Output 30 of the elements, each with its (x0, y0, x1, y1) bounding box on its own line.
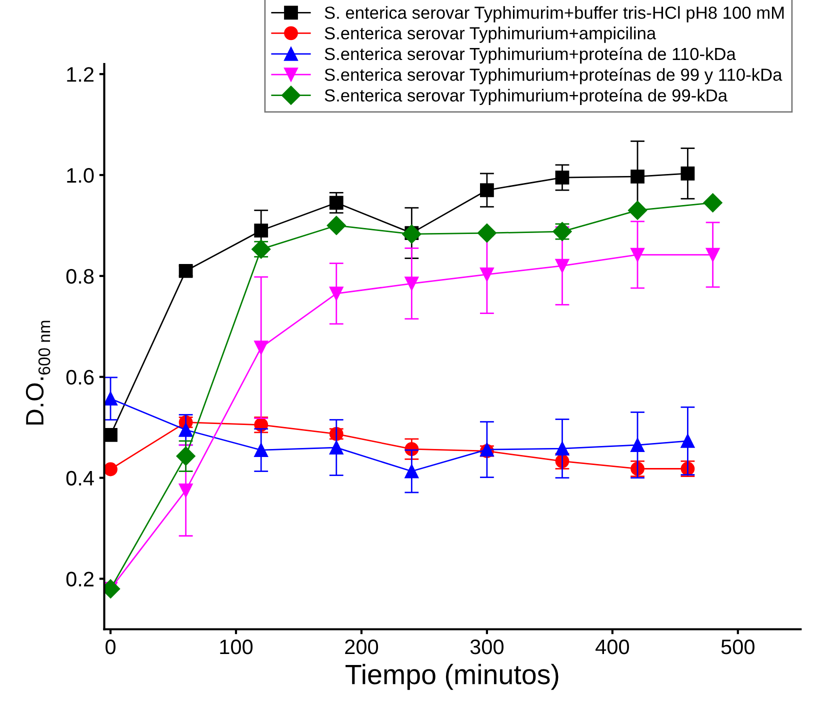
point (254, 224, 268, 238)
x-tick-label: 200 (345, 640, 378, 654)
x-axis-title: Tiempo (minutos) (346, 664, 558, 690)
y-axis-title: D.O.600 nm (26, 320, 50, 425)
point (630, 438, 644, 452)
y-tick-label: 0.8 (66, 268, 94, 284)
x-tick-label: 400 (596, 640, 629, 654)
point (703, 193, 722, 212)
point (628, 200, 648, 220)
y-tick-label: 0.4 (66, 470, 94, 486)
point (402, 224, 422, 244)
legend-label: S.enterica serovar Typhimurium+ampicilina (324, 26, 656, 43)
point (480, 183, 494, 198)
y-tick-label: 1.2 (67, 67, 94, 82)
y-tick-label: 0.6 (66, 370, 94, 385)
point (104, 462, 118, 476)
point (104, 428, 118, 442)
point (326, 216, 346, 236)
x-tick-label: 0 (106, 640, 116, 654)
x-tick-label: 500 (721, 640, 754, 654)
legend-label: S.enterica serovar Typhimurium+proteína de 99-kDa (324, 88, 728, 106)
point (630, 170, 644, 184)
x-tick-label: 100 (220, 640, 253, 654)
legend-label: S.enterica serovar Typhimurium+proteína de 110-kDa (324, 47, 736, 64)
y-tick-label: 0.2 (66, 572, 94, 587)
y-tick-label: 1.0 (67, 168, 94, 183)
legend-label: S.enterica serovar Typhimurium+proteínas de 99 y 110-kDa (324, 68, 782, 84)
point (477, 224, 496, 243)
legend-label: S. enterica serovar Typhimurim+buffer tris-HCl pH8 100 mM (324, 6, 784, 22)
x-tick-label: 300 (470, 640, 504, 654)
